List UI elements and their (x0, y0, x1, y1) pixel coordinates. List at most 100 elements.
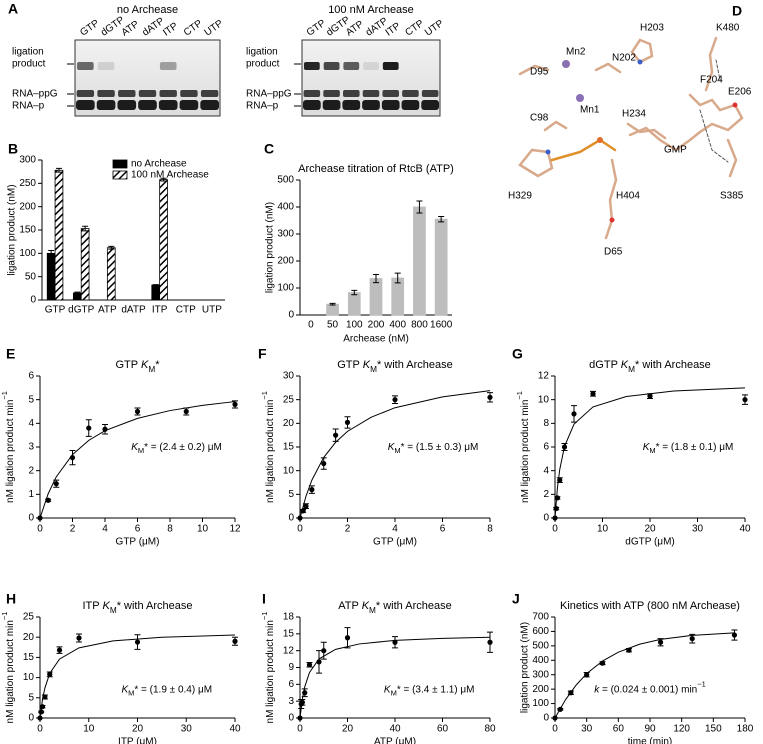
gel-band (158, 100, 178, 110)
error-bar (438, 215, 445, 223)
y-tick-label: 300 (19, 155, 36, 166)
data-point (69, 455, 76, 461)
x-tick-label: dATP (121, 305, 146, 316)
data-point (45, 497, 51, 503)
panel-letter: J (512, 591, 520, 607)
y-tick-label: 15 (283, 442, 295, 453)
data-point (554, 495, 560, 501)
data-point (689, 636, 695, 642)
data-point (626, 647, 632, 653)
text-run: * with Archease (376, 600, 452, 612)
axis-line (554, 617, 745, 719)
x-tick-label: ITP (152, 305, 168, 316)
text-run: * = (1.9 ± 0.4) μM (134, 684, 212, 695)
x-tick-label: 4 (392, 524, 398, 535)
chart-title: dGTP KM* with Archease (589, 359, 711, 374)
text-run: −1 (260, 612, 269, 621)
x-tick-label: 10 (83, 724, 95, 735)
y-tick-label: 250 (19, 178, 36, 189)
band-label: ligation (12, 47, 44, 58)
chart-title: ITP KM* with Archease (82, 600, 192, 615)
text-run: M (628, 365, 635, 374)
gel-band (138, 100, 157, 110)
y-tick-label: 200 (19, 201, 36, 212)
chart-title: Archease titration of RtcB (ATP) (298, 163, 454, 175)
text-run: M (369, 606, 376, 615)
bar (391, 277, 405, 316)
text-run: M (110, 606, 117, 615)
data-point (303, 503, 309, 509)
x-axis-label: time (min) (628, 737, 672, 744)
data-point (321, 648, 327, 654)
panel-letter: A (8, 1, 18, 17)
data-point (232, 638, 238, 644)
y-tick-label: 30 (283, 371, 295, 382)
data-point (42, 694, 48, 700)
x-tick-label: 80 (484, 724, 496, 735)
residue-label: E206 (728, 87, 752, 98)
y-tick-label: 1 (28, 489, 34, 500)
y-axis-label: ligation product (nM) (520, 622, 531, 713)
text-run: K (363, 359, 371, 371)
gel-band (303, 62, 320, 70)
x-tick-label: 30 (692, 524, 704, 535)
gel-band (77, 62, 94, 70)
residue-label: GMP (664, 145, 687, 156)
y-tick-label: 50 (25, 271, 37, 282)
lane-label: CTP (403, 18, 426, 39)
x-tick-label: 800 (411, 320, 428, 331)
x-tick-label: 60 (613, 724, 625, 735)
structure-art (518, 36, 744, 240)
x-tick-label: 100 (346, 320, 363, 331)
text-run: −1 (515, 391, 524, 400)
y-tick-label: 500 (277, 175, 294, 186)
data-point (557, 706, 563, 712)
panel-letter: C (264, 141, 274, 157)
lane-label: CTP (182, 18, 205, 39)
error-bar (351, 289, 358, 296)
y-tick-label: 15 (283, 628, 295, 639)
y-tick-label: 3 (28, 442, 34, 453)
x-tick-label: 2 (345, 524, 351, 535)
axis-line (41, 160, 225, 301)
text-run: ATP (338, 600, 361, 612)
data-point (300, 508, 306, 514)
chart-title: GTP KM* with Archease (337, 359, 453, 374)
legend-swatch (112, 170, 128, 180)
data-point (344, 635, 351, 641)
data-point (232, 401, 238, 407)
gel-band (96, 100, 116, 110)
text-run: M (391, 689, 397, 698)
text-run: K (388, 442, 396, 453)
x-axis-label: dGTP (μM) (625, 537, 674, 548)
text-run: K (362, 600, 370, 612)
text-run: dGTP (589, 359, 621, 371)
data-point (47, 671, 53, 677)
x-axis-label: ITP (μM) (118, 737, 157, 744)
x-axis-label: GTP (μM) (116, 537, 160, 548)
fit-curve (554, 632, 735, 719)
residue-label: H234 (622, 109, 646, 120)
gel-band (382, 62, 399, 70)
gel-band (159, 62, 177, 70)
text-run: * with Archease (117, 600, 193, 612)
x-tick-label: 0 (37, 724, 43, 735)
data-point (37, 715, 43, 721)
y-tick-label: 10 (23, 672, 35, 683)
x-axis-label: Archease (nM) (343, 334, 409, 345)
data-point (742, 397, 748, 403)
data-point (344, 419, 351, 425)
y-tick-label: 4 (543, 465, 549, 476)
gel-band (76, 90, 95, 97)
gel-band (118, 90, 136, 97)
x-tick-label: 12 (229, 524, 241, 535)
bar (159, 179, 168, 301)
x-tick-label: 120 (673, 724, 690, 735)
gel-band (200, 100, 219, 110)
data-point (599, 660, 606, 666)
text-run: M (394, 446, 400, 455)
y-tick-label: 0 (288, 513, 294, 524)
annotation: KM* = (2.4 ± 0.2) μM (131, 442, 222, 456)
annotation: KM* = (3.4 ± 1.1) μM (384, 684, 475, 698)
y-tick-label: 6 (288, 679, 294, 690)
